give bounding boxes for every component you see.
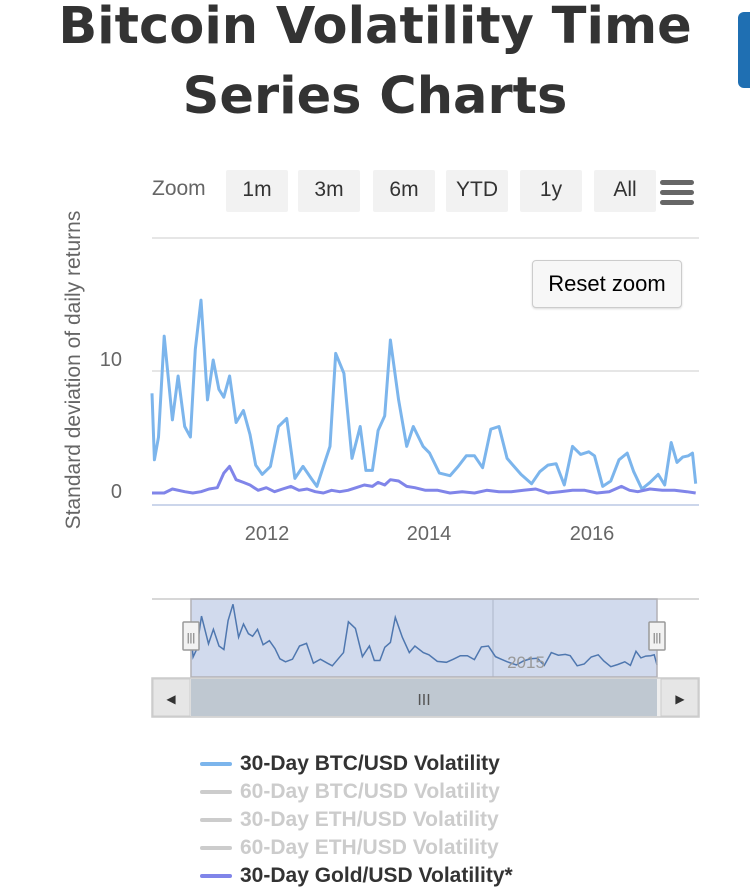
x-tick-label-2016: 2016 bbox=[570, 523, 615, 545]
series-line-0[interactable] bbox=[150, 298, 698, 491]
navigator: 2015 ||| ||| III ◀ ▶ bbox=[151, 598, 700, 718]
legend-label: 60-Day BTC/USD Volatility bbox=[240, 780, 500, 803]
zoom-1m-button[interactable]: 1m bbox=[226, 170, 288, 212]
page-title: Bitcoin Volatility Time Series Charts bbox=[0, 0, 750, 132]
reset-zoom-button[interactable]: Reset zoom bbox=[532, 260, 682, 308]
legend-symbol bbox=[200, 846, 232, 850]
left-handle-grip: ||| bbox=[187, 632, 196, 644]
y-tick-label-10: 10 bbox=[100, 349, 122, 371]
right-handle-grip: ||| bbox=[653, 632, 662, 644]
page-title-line-1: Bitcoin Volatility Time bbox=[58, 0, 692, 56]
legend-label: 30-Day BTC/USD Volatility bbox=[240, 752, 500, 775]
hamburger-menu-icon[interactable] bbox=[660, 180, 696, 208]
scrollbar-thumb[interactable] bbox=[191, 679, 657, 716]
legend-symbol bbox=[200, 818, 232, 822]
scrollbar-left-button[interactable] bbox=[152, 678, 191, 717]
chevron-left-icon: ◀ bbox=[166, 692, 176, 706]
x-tick-label-2014: 2014 bbox=[407, 523, 452, 545]
navigator-series-line bbox=[190, 603, 658, 668]
series-line-4[interactable] bbox=[152, 464, 696, 495]
main-chart: Standard deviation of daily returns 10 0… bbox=[62, 211, 699, 545]
zoom-1y-button[interactable]: 1y bbox=[520, 170, 582, 212]
legend-label: 30-Day Gold/USD Volatility* bbox=[240, 864, 513, 887]
zoom-6m-button[interactable]: 6m bbox=[373, 170, 435, 212]
navigator-left-handle[interactable]: ||| bbox=[182, 621, 200, 651]
scrollbar-right-button[interactable] bbox=[660, 678, 699, 717]
navigator-tick-label-2015: 2015 bbox=[507, 653, 545, 672]
y-axis-title: Standard deviation of daily returns bbox=[62, 211, 85, 530]
legend-label: 60-Day ETH/USD Volatility bbox=[240, 836, 499, 859]
legend-label: 30-Day ETH/USD Volatility bbox=[240, 808, 499, 831]
zoom-ytd-button[interactable]: YTD bbox=[446, 170, 508, 212]
side-tab[interactable] bbox=[738, 12, 750, 88]
navigator-right-handle[interactable]: ||| bbox=[648, 621, 666, 651]
zoom-all-button[interactable]: All bbox=[594, 170, 656, 212]
zoom-3m-button[interactable]: 3m bbox=[298, 170, 360, 212]
y-tick-label-0: 0 bbox=[111, 481, 122, 503]
legend-symbol bbox=[200, 762, 232, 766]
chevron-right-icon: ▶ bbox=[675, 692, 685, 706]
navigator-selection[interactable] bbox=[190, 598, 658, 678]
scrollbar-grip: III bbox=[417, 692, 430, 709]
legend-symbol bbox=[200, 874, 232, 878]
page-title-line-2: Series Charts bbox=[182, 67, 568, 126]
series-layer bbox=[150, 298, 698, 495]
zoom-label: Zoom bbox=[152, 177, 206, 200]
x-tick-label-2012: 2012 bbox=[245, 523, 290, 545]
legend-symbol bbox=[200, 790, 232, 794]
